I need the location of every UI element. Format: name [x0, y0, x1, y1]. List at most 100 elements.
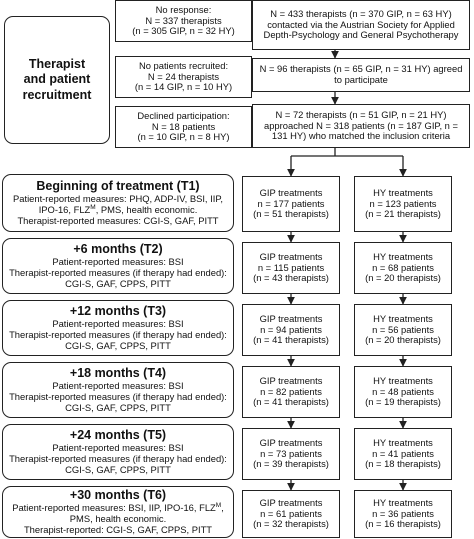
stage-t5-line-2: Therapist-reported measures (if therapy … [9, 453, 227, 465]
stage-t4-line-1: Patient-reported measures: BSI [52, 380, 184, 392]
no-patients-line-2: N = 24 therapists [147, 70, 220, 82]
stage-t6-line-1: Patient-reported measures: BSI, IIP, IPO… [12, 502, 224, 514]
hy-t1-label: HY treatments [373, 186, 433, 198]
gip-t4-patients: n = 82 patients [260, 385, 322, 397]
gip-t3-therapists: (n = 41 therapists) [253, 334, 329, 346]
approached-line-2: approached N = 318 patients (n = 187 GIP… [264, 119, 458, 131]
no-response-line-1: No response: [155, 3, 212, 15]
stage-t5-line-1: Patient-reported measures: BSI [52, 442, 184, 454]
gip-t4-box: GIP treatments n = 82 patients (n = 41 t… [242, 366, 340, 418]
no-patients-box: No patients recruited: N = 24 therapists… [115, 56, 252, 98]
stage-t6-title: +30 months (T6) [69, 488, 167, 503]
stage-t3-line-1: Patient-reported measures: BSI [52, 318, 184, 330]
stage-t1-box: Beginning of treatment (T1) Patient-repo… [2, 174, 234, 232]
stage-t4-title: +18 months (T4) [69, 366, 167, 381]
stage-t3-line-2: Therapist-reported measures (if therapy … [9, 329, 227, 341]
gip-t2-box: GIP treatments n = 115 patients (n = 43 … [242, 242, 340, 294]
contacted-line-2: contacted via the Austrian Society for A… [267, 18, 455, 30]
section-title-line-1: Therapist [28, 56, 86, 71]
stage-t6-line-3: Therapist-reported: CGI-S, GAF, CPPS, PI… [23, 523, 213, 535]
stage-t2-box: +6 months (T2) Patient-reported measures… [2, 238, 234, 294]
recruitment-section-title: Therapist and patient recruitment [4, 16, 110, 144]
gip-t4-therapists: (n = 41 therapists) [253, 396, 329, 408]
gip-t1-therapists: (n = 51 therapists) [253, 208, 329, 220]
hy-t3-label: HY treatments [373, 312, 433, 324]
stage-t5-line-3: CGI-S, GAF, CPPS, PITT [65, 463, 171, 475]
gip-t2-therapists: (n = 43 therapists) [253, 272, 329, 284]
declined-line-2: N = 18 patients [151, 120, 216, 132]
agreed-line-1: N = 96 therapists (n = 65 GIP, n = 31 HY… [259, 63, 463, 75]
hy-t2-patients: n = 68 patients [372, 261, 434, 273]
stage-t1-title: Beginning of treatment (T1) [36, 179, 200, 194]
hy-t3-therapists: (n = 20 therapists) [365, 334, 441, 346]
hy-t4-box: HY treatments n = 48 patients (n = 19 th… [354, 366, 452, 418]
stage-t1-line-2: IPO-16, FLZM, PMS, health economic. [38, 203, 198, 216]
hy-t4-therapists: (n = 19 therapists) [365, 396, 441, 408]
stage-t5-box: +24 months (T5) Patient-reported measure… [2, 424, 234, 480]
no-patients-line-3: (n = 14 GIP, n = 10 HY) [134, 81, 233, 93]
hy-t5-label: HY treatments [373, 436, 433, 448]
declined-line-3: (n = 10 GIP, n = 8 HY) [137, 131, 230, 143]
stage-t3-line-3: CGI-S, GAF, CPPS, PITT [65, 339, 171, 351]
gip-t5-therapists: (n = 39 therapists) [253, 458, 329, 470]
stage-t2-line-1: Patient-reported measures: BSI [52, 256, 184, 268]
hy-t6-therapists: (n = 16 therapists) [365, 518, 441, 530]
stage-t4-line-2: Therapist-reported measures (if therapy … [9, 391, 227, 403]
gip-t1-label: GIP treatments [259, 186, 323, 198]
hy-t3-box: HY treatments n = 56 patients (n = 20 th… [354, 304, 452, 356]
gip-t1-patients: n = 177 patients [257, 197, 325, 209]
stage-t4-box: +18 months (T4) Patient-reported measure… [2, 362, 234, 418]
stage-t3-box: +12 months (T3) Patient-reported measure… [2, 300, 234, 356]
hy-t2-box: HY treatments n = 68 patients (n = 20 th… [354, 242, 452, 294]
hy-t3-patients: n = 56 patients [372, 323, 434, 335]
contacted-box: N = 433 therapists (n = 370 GIP, n = 63 … [252, 0, 470, 50]
stage-t2-line-3: CGI-S, GAF, CPPS, PITT [65, 277, 171, 289]
no-response-line-2: N = 337 therapists [145, 14, 222, 26]
gip-t3-label: GIP treatments [259, 312, 323, 324]
stage-t6-line-2: PMS, health economic. [69, 513, 167, 525]
gip-t5-box: GIP treatments n = 73 patients (n = 39 t… [242, 428, 340, 480]
approached-box: N = 72 therapists (n = 51 GIP, n = 21 HY… [252, 104, 470, 148]
no-response-line-3: (n = 305 GIP, n = 32 HY) [132, 25, 235, 37]
stage-t2-title: +6 months (T2) [73, 242, 163, 257]
stage-t3-title: +12 months (T3) [69, 304, 167, 319]
approached-line-1: N = 72 therapists (n = 51 GIP, n = 21 HY… [275, 108, 447, 120]
hy-t5-therapists: (n = 18 therapists) [365, 458, 441, 470]
hy-t6-patients: n = 36 patients [372, 507, 434, 519]
hy-t4-patients: n = 48 patients [372, 385, 434, 397]
no-response-box: No response: N = 337 therapists (n = 305… [115, 0, 252, 42]
agreed-box: N = 96 therapists (n = 65 GIP, n = 31 HY… [252, 58, 470, 92]
gip-t3-box: GIP treatments n = 94 patients (n = 41 t… [242, 304, 340, 356]
gip-t4-label: GIP treatments [259, 374, 323, 386]
contacted-line-3: Depth-Psychology and General Psychothera… [263, 29, 459, 41]
approached-line-3: 131 HY) who matched the inclusion criter… [271, 130, 451, 142]
gip-t3-patients: n = 94 patients [260, 323, 322, 335]
contacted-line-1: N = 433 therapists (n = 370 GIP, n = 63 … [270, 7, 452, 19]
stage-t1-line-1: Patient-reported measures: PHQ, ADP-IV, … [13, 193, 223, 205]
gip-t6-box: GIP treatments n = 61 patients (n = 32 t… [242, 490, 340, 538]
gip-t1-box: GIP treatments n = 177 patients (n = 51 … [242, 176, 340, 232]
gip-t2-label: GIP treatments [259, 250, 323, 262]
hy-t2-therapists: (n = 20 therapists) [365, 272, 441, 284]
hy-t4-label: HY treatments [373, 374, 433, 386]
gip-t6-patients: n = 61 patients [260, 507, 322, 519]
stage-t2-line-2: Therapist-reported measures (if therapy … [9, 267, 227, 279]
stage-t1-line-3: Therapist-reported measures: CGI-S, GAF,… [17, 214, 219, 226]
section-title-line-2: and patient [23, 72, 91, 87]
hy-t1-box: HY treatments n = 123 patients (n = 21 t… [354, 176, 452, 232]
hy-t2-label: HY treatments [373, 250, 433, 262]
no-patients-line-1: No patients recruited: [138, 59, 229, 71]
gip-t6-therapists: (n = 32 therapists) [253, 518, 329, 530]
hy-t6-box: HY treatments n = 36 patients (n = 16 th… [354, 490, 452, 538]
section-title-line-3: recruitment [22, 87, 92, 102]
hy-t1-patients: n = 123 patients [369, 197, 437, 209]
stage-t6-box: +30 months (T6) Patient-reported measure… [2, 486, 234, 538]
hy-t6-label: HY treatments [373, 496, 433, 508]
hy-t5-box: HY treatments n = 41 patients (n = 18 th… [354, 428, 452, 480]
gip-t6-label: GIP treatments [259, 496, 323, 508]
declined-line-1: Declined participation: [137, 109, 230, 121]
gip-t2-patients: n = 115 patients [257, 261, 325, 273]
declined-box: Declined participation: N = 18 patients … [115, 106, 252, 148]
stage-t4-line-3: CGI-S, GAF, CPPS, PITT [65, 401, 171, 413]
